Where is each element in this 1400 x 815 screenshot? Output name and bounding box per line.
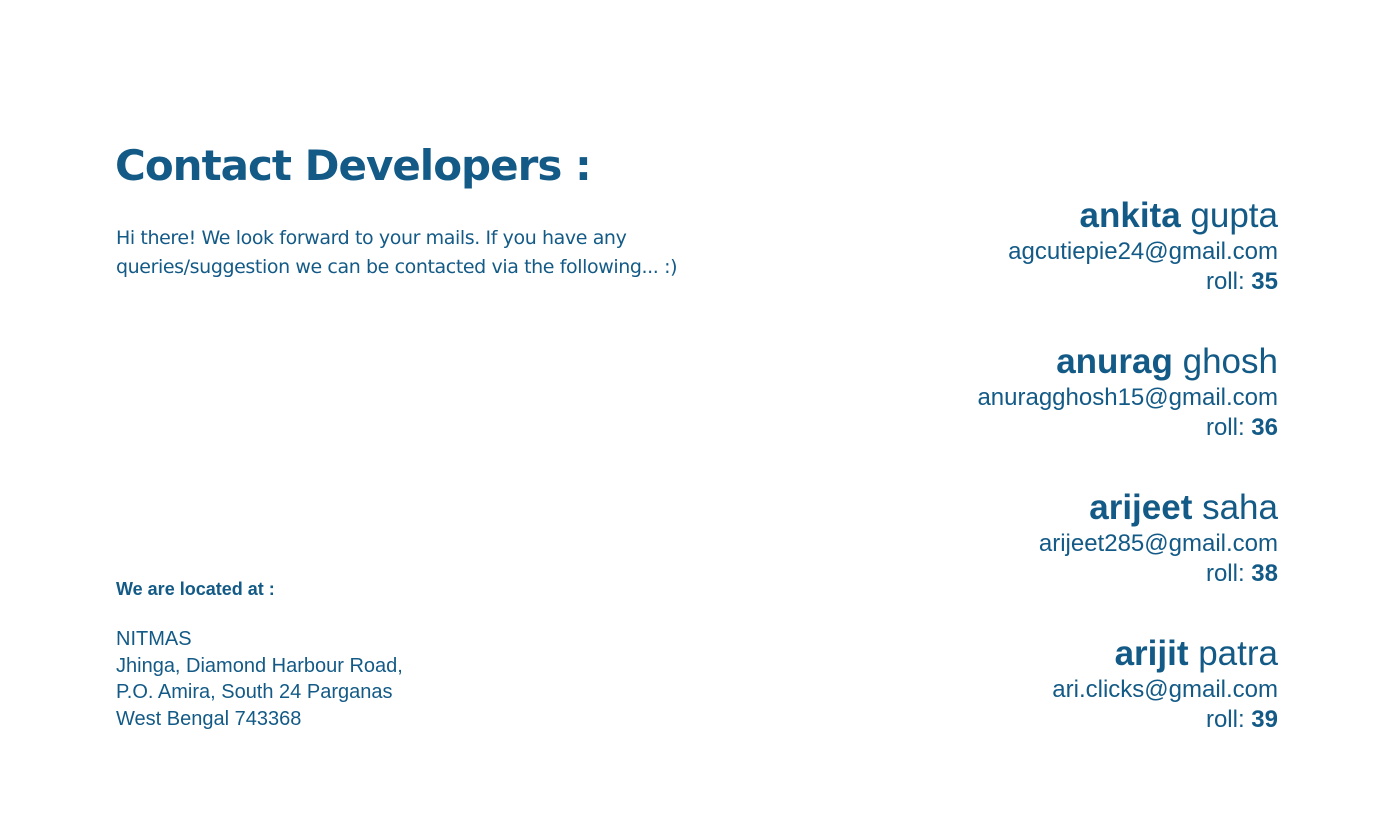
developer-roll: roll: 36 [718, 412, 1278, 443]
developer-email[interactable]: ari.clicks@gmail.com [1052, 676, 1278, 703]
roll-label: roll: [1205, 706, 1252, 733]
address-line-state: West Bengal 743368 [116, 707, 302, 730]
intro-text: Hi there! We look forward to your mails.… [116, 227, 678, 278]
roll-label: roll: [1205, 414, 1252, 441]
developer-first-name: arijit [1114, 634, 1189, 673]
developer-roll: roll: 38 [718, 558, 1278, 589]
roll-value: 39 [1251, 706, 1278, 733]
developer-card-arijeet: arijeet saha arijeet285@gmail.com roll: … [718, 486, 1278, 632]
developer-last-name: patra [1198, 634, 1278, 673]
developer-card-ankita: ankita gupta agcutiepie24@gmail.com roll… [718, 194, 1278, 340]
developer-email[interactable]: agcutiepie24@gmail.com [1008, 238, 1278, 265]
page-title: Contact Developers : [115, 141, 592, 190]
developer-list: ankita gupta agcutiepie24@gmail.com roll… [718, 194, 1278, 778]
developer-first-name: ankita [1079, 196, 1181, 235]
developer-last-name: gupta [1190, 196, 1278, 235]
address-line-street: Jhinga, Diamond Harbour Road, [116, 654, 403, 677]
location-heading: We are located at : [116, 579, 275, 599]
developer-last-name: ghosh [1182, 342, 1278, 381]
address-line-post-office: P.O. Amira, South 24 Parganas [116, 681, 393, 703]
roll-value: 38 [1251, 560, 1278, 587]
developer-name: arijit patra [718, 632, 1278, 676]
developer-first-name: arijeet [1089, 488, 1193, 527]
developer-first-name: anurag [1056, 342, 1173, 381]
developer-name: anurag ghosh [718, 340, 1278, 384]
developer-roll: roll: 39 [718, 704, 1278, 735]
address-block: NITMAS Jhinga, Diamond Harbour Road, P.O… [116, 626, 403, 732]
developer-name: arijeet saha [718, 486, 1278, 530]
roll-value: 35 [1251, 268, 1278, 295]
roll-label: roll: [1205, 268, 1252, 295]
roll-label: roll: [1205, 560, 1252, 587]
developer-last-name: saha [1202, 488, 1278, 527]
roll-value: 36 [1251, 414, 1278, 441]
address-line-institute: NITMAS [116, 628, 192, 650]
developer-name: ankita gupta [718, 194, 1278, 238]
developer-card-arijit: arijit patra ari.clicks@gmail.com roll: … [718, 632, 1278, 778]
developer-email[interactable]: anuragghosh15@gmail.com [977, 384, 1278, 411]
developer-card-anurag: anurag ghosh anuragghosh15@gmail.com rol… [718, 340, 1278, 486]
developer-roll: roll: 35 [718, 266, 1278, 297]
developer-email[interactable]: arijeet285@gmail.com [1038, 530, 1278, 557]
